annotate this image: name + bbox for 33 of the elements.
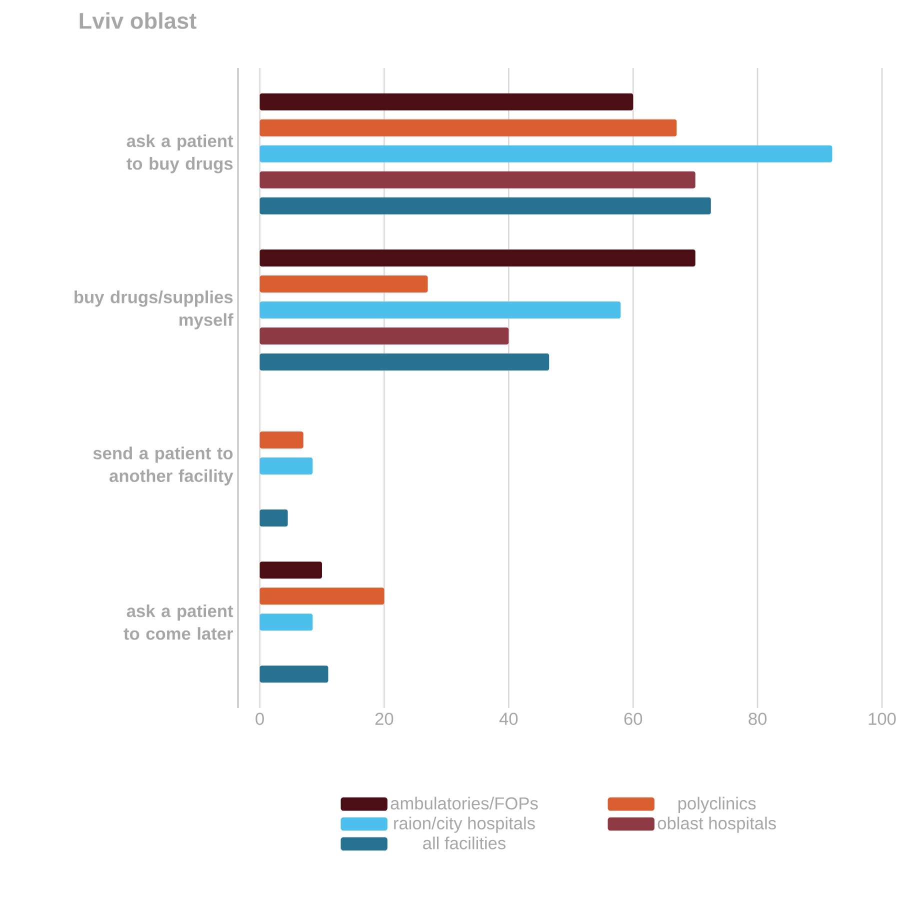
bar xyxy=(260,171,696,188)
y-tick-label: send a patient to another facility xyxy=(93,446,234,486)
bar xyxy=(260,614,313,631)
x-tick-label: 80 xyxy=(748,712,767,725)
y-tick-label: buy drugs/supplies myself xyxy=(74,290,234,330)
bar xyxy=(260,588,384,605)
bar xyxy=(260,458,313,475)
bar xyxy=(260,119,677,136)
bar xyxy=(260,197,711,214)
y-tick-label: ask a patient to come later xyxy=(124,604,234,640)
legend-label: ambulatories/FOPs xyxy=(390,796,538,810)
x-tick-label: 60 xyxy=(624,712,642,725)
x-tick-label: 0 xyxy=(256,712,264,725)
bar xyxy=(260,249,696,266)
legend-label: polyclinics xyxy=(678,796,756,813)
y-tick-label: ask a patient to buy drugs xyxy=(126,134,234,174)
bar xyxy=(260,327,509,344)
legend-label: raion/city hospitals xyxy=(394,816,535,833)
bar xyxy=(260,666,328,683)
bar xyxy=(260,510,288,527)
chart-title: Lviv oblast xyxy=(80,12,196,29)
bar xyxy=(260,301,621,318)
bar xyxy=(260,353,550,370)
legend-label: all facilities xyxy=(423,836,506,850)
x-tick-label: 100 xyxy=(868,712,896,725)
bar xyxy=(260,93,634,110)
bar xyxy=(260,562,322,579)
x-tick-label: 40 xyxy=(499,712,518,725)
legend-label: oblast hospitals xyxy=(658,816,776,833)
bar xyxy=(260,145,832,162)
x-tick-label: 20 xyxy=(375,712,394,725)
bar xyxy=(260,275,428,292)
bar xyxy=(260,432,304,449)
